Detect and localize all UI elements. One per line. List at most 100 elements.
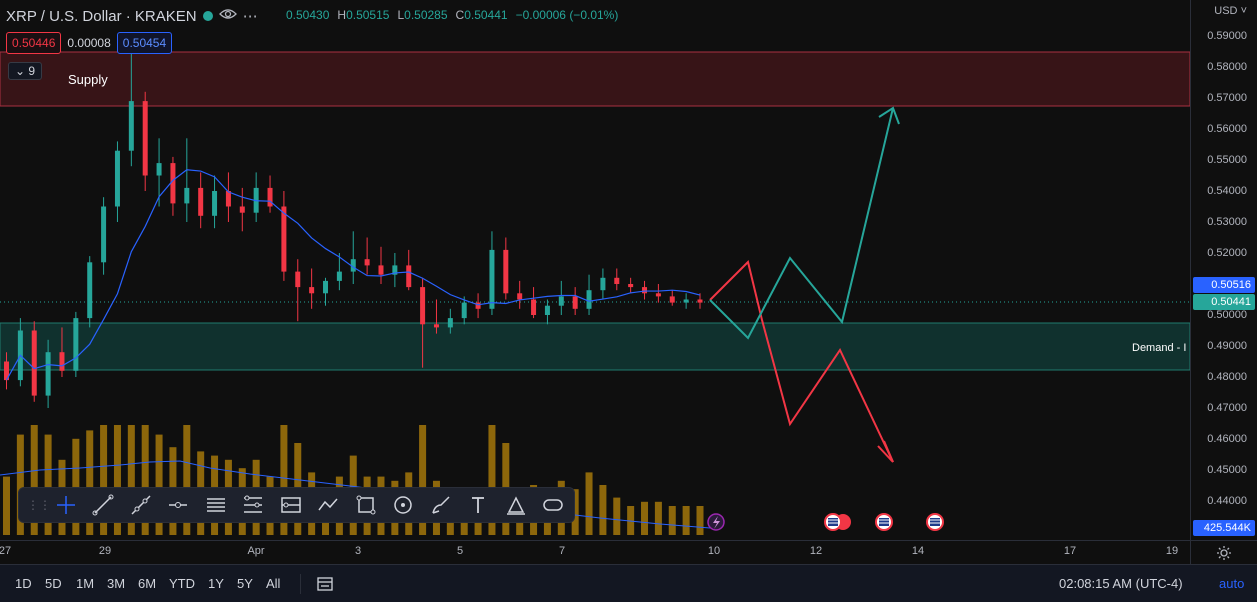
callout-icon[interactable] — [535, 490, 573, 520]
volume-bar — [155, 434, 163, 535]
eye-icon[interactable] — [218, 7, 237, 25]
fib-retracement-icon[interactable] — [235, 490, 273, 520]
candle-body — [323, 280, 329, 294]
price-label: 0.45000 — [1207, 464, 1247, 476]
sell-button[interactable]: 0.50446 — [6, 32, 62, 54]
more-options-icon[interactable]: ⋯ — [242, 8, 258, 25]
clock-timezone[interactable]: 02:08:15 AM (UTC-4) — [1059, 576, 1183, 591]
candle-body — [586, 290, 592, 309]
pitchfork-icon[interactable] — [272, 490, 310, 520]
price-chart[interactable]: Supply Demand - I — [0, 0, 1190, 540]
range-button-all[interactable]: All — [266, 576, 281, 591]
brush-icon[interactable] — [422, 490, 460, 520]
lightning-event-icon[interactable] — [707, 513, 725, 531]
range-button-1d[interactable]: 1D — [15, 576, 32, 591]
candle-body — [267, 187, 273, 207]
candle-body — [475, 302, 481, 309]
candle-body — [655, 293, 661, 297]
horizontal-ray-icon[interactable] — [160, 490, 198, 520]
scale-settings[interactable] — [1190, 540, 1257, 564]
candle-body — [212, 191, 218, 216]
symbol-legend: XRP / U.S. Dollar · KRAKEN ⋯ — [0, 2, 258, 30]
candle-body — [669, 296, 675, 303]
parallel-channel-icon[interactable] — [197, 490, 235, 520]
candle-body — [600, 277, 606, 291]
candle-body — [336, 271, 342, 281]
range-button-1y[interactable]: 1Y — [208, 576, 224, 591]
price-label: 0.50000 — [1207, 309, 1247, 321]
eraser-icon[interactable] — [497, 490, 535, 520]
candle-body — [4, 361, 9, 381]
bottom-toolbar: 1D 5D 1M 3M 6M YTD 1Y 5Y All 02:08:15 AM… — [0, 564, 1257, 602]
supply-zone-label: Supply — [68, 72, 108, 87]
bullish-projection-path[interactable] — [709, 107, 894, 340]
candle-body — [184, 187, 190, 204]
range-button-5d[interactable]: 5D — [45, 576, 62, 591]
candle-body — [392, 265, 398, 275]
buy-button[interactable]: 0.50454 — [116, 32, 173, 54]
candle-body — [378, 265, 384, 275]
chart-pane[interactable]: Supply Demand - I — [0, 0, 1190, 540]
candle-body — [406, 265, 412, 288]
moving-average-line — [5, 169, 701, 381]
divider — [300, 574, 301, 594]
high-price-badge: 0.50516 — [1193, 277, 1255, 293]
time-scale[interactable]: 27 29 Apr 3 5 7 10 12 14 17 19 — [0, 540, 1190, 564]
us-economic-event-icon[interactable] — [824, 513, 851, 531]
candle-body — [489, 249, 495, 309]
circle-icon[interactable] — [385, 490, 423, 520]
time-label: 17 — [1063, 545, 1077, 557]
candle-body — [558, 296, 564, 306]
range-button-3m[interactable]: 3M — [107, 576, 126, 591]
candle-body — [503, 249, 509, 294]
candle-body — [461, 302, 467, 319]
price-label: 0.57000 — [1207, 92, 1247, 104]
bearish-projection-path[interactable] — [709, 260, 894, 463]
candle-body — [517, 293, 523, 300]
candle-body — [87, 262, 93, 319]
candle-body — [101, 206, 107, 263]
candle-body — [350, 259, 356, 272]
volume-badge: 425.544K — [1193, 520, 1255, 536]
range-button-6m[interactable]: 6M — [138, 576, 157, 591]
us-economic-event-icon[interactable] — [875, 513, 893, 531]
price-label: 0.52000 — [1207, 247, 1247, 259]
time-label: 12 — [809, 545, 823, 557]
path-icon[interactable] — [310, 490, 348, 520]
demand-zone-label: Demand - I — [1132, 342, 1186, 354]
price-scale[interactable]: USD ˅ 0.59000 0.58000 0.57000 0.56000 0.… — [1190, 0, 1257, 540]
last-price-badge: 0.50441 — [1193, 294, 1255, 310]
close-value: 0.50441 — [464, 8, 508, 22]
time-label: 7 — [558, 545, 566, 557]
ray-icon[interactable] — [122, 490, 160, 520]
volume-bar — [183, 425, 191, 535]
crosshair-icon[interactable] — [47, 490, 85, 520]
volume-bar — [585, 472, 593, 535]
us-economic-event-icon[interactable] — [926, 513, 944, 531]
drawing-toolbar: ⋮⋮ — [18, 487, 575, 523]
demand-zone[interactable] — [0, 322, 1190, 371]
auto-scale-button[interactable]: auto — [1219, 576, 1245, 591]
symbol-title[interactable]: XRP / U.S. Dollar · KRAKEN — [6, 7, 197, 25]
range-button-ytd[interactable]: YTD — [169, 576, 195, 591]
trend-line-icon[interactable] — [85, 490, 123, 520]
drag-handle-icon[interactable]: ⋮⋮ — [27, 498, 51, 512]
text-icon[interactable] — [460, 490, 498, 520]
rectangle-icon[interactable] — [347, 490, 385, 520]
volume-bar — [100, 425, 108, 535]
volume-bar — [641, 501, 649, 535]
currency-selector[interactable]: USD ˅ — [1214, 5, 1247, 17]
price-label: 0.47000 — [1207, 402, 1247, 414]
volume-bar — [3, 476, 10, 535]
candle-body — [45, 352, 51, 396]
date-range-icon[interactable] — [316, 576, 334, 592]
candle-body — [198, 187, 204, 216]
gear-icon[interactable] — [1216, 545, 1232, 561]
indicators-toggle[interactable]: ⌄ 9 — [8, 62, 43, 80]
range-button-5y[interactable]: 5Y — [237, 576, 253, 591]
range-button-1m[interactable]: 1M — [76, 576, 95, 591]
bullish-arrow-head — [878, 106, 900, 125]
supply-zone[interactable] — [0, 51, 1190, 107]
volume-bar — [113, 425, 121, 535]
candle-body — [420, 287, 426, 325]
